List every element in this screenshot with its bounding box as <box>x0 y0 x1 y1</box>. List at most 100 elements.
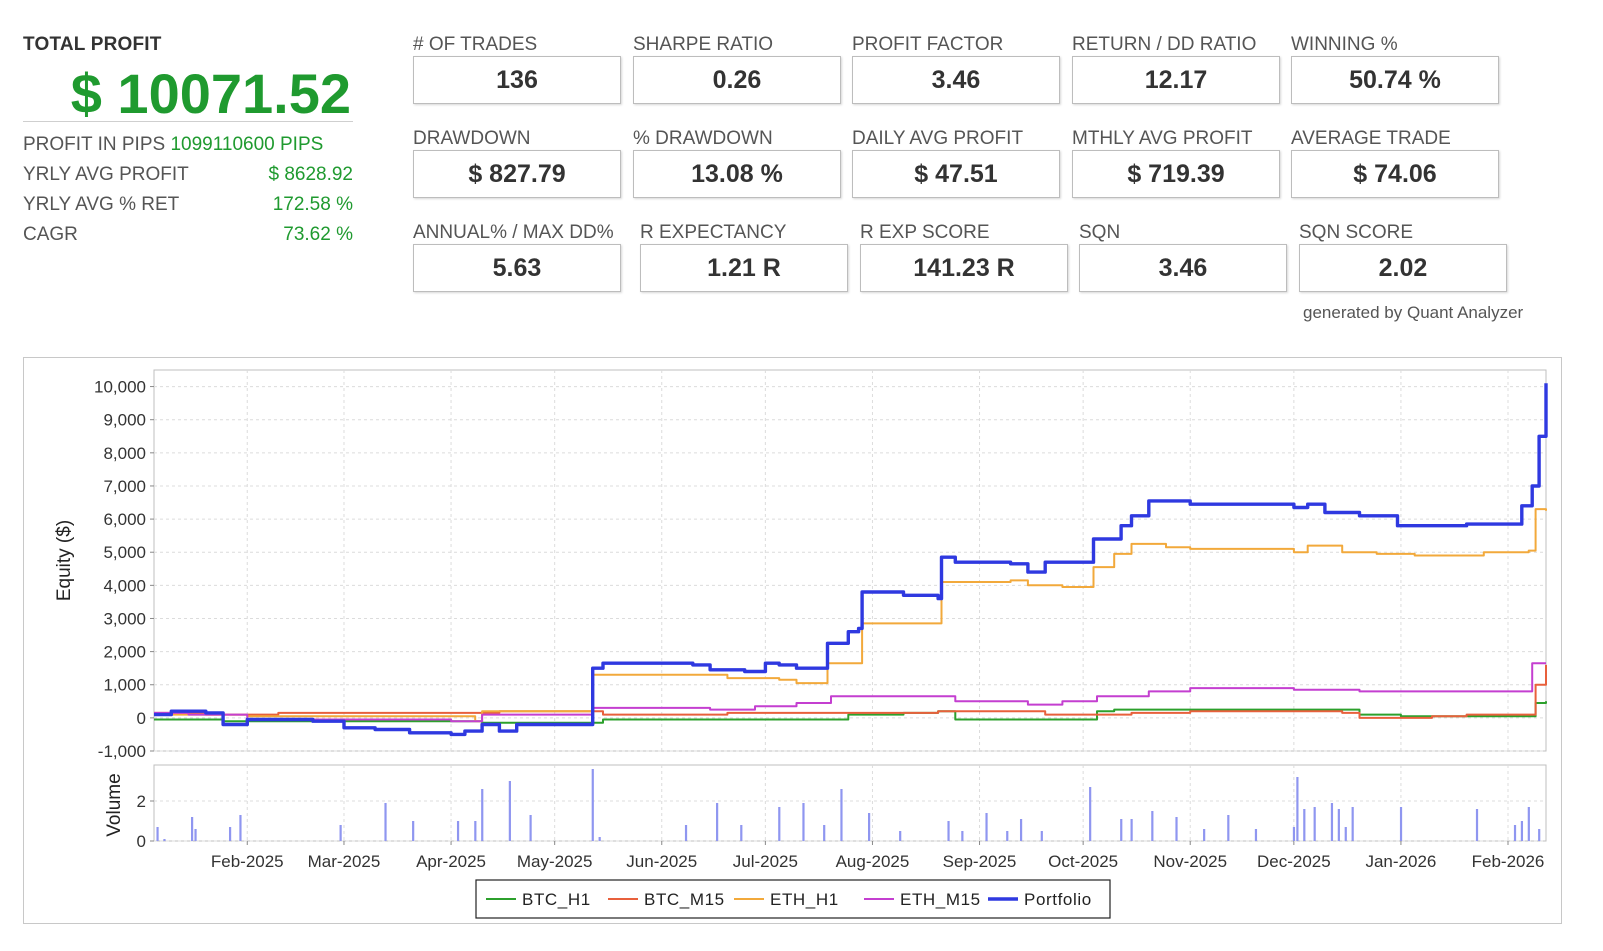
metric-value: 13.08 % <box>633 150 841 198</box>
volume-bar <box>412 821 415 841</box>
y-axis-label: Equity ($) <box>54 520 75 601</box>
volume-bar <box>1538 829 1541 841</box>
metric-drawdown: DRAWDOWN $ 827.79 <box>413 128 623 198</box>
volume-bar <box>1330 803 1334 841</box>
metric-label: SHARPE RATIO <box>633 34 774 55</box>
summary-panel: TOTAL PROFIT $ 10071.52 PROFIT IN PIPS 1… <box>23 34 353 245</box>
metric-label: WINNING % <box>1291 34 1398 55</box>
stat-label: YRLY AVG PROFIT <box>23 164 189 185</box>
metric-label: # OF TRADES <box>413 34 538 55</box>
volume-bar <box>1254 829 1258 841</box>
y-tick-label: 8,000 <box>103 444 146 463</box>
chart-legend: BTC_H1 BTC_M15 ETH_H1 ETH_M15 Portfolio <box>475 879 1111 919</box>
y-tick-label: 10,000 <box>94 378 146 397</box>
volume-bar <box>1203 829 1206 841</box>
volume-bar <box>384 803 387 841</box>
volume-bar <box>684 825 688 841</box>
legend-label: Portfolio <box>1024 890 1092 909</box>
x-tick-label: Oct-2025 <box>1048 852 1118 871</box>
volume-bar <box>1019 819 1023 841</box>
metric-value: 141.23 R <box>860 244 1068 292</box>
metric-label: RETURN / DD RATIO <box>1072 34 1257 55</box>
stat-label: YRLY AVG % RET <box>23 194 180 215</box>
metric-r-expectancy: R EXPECTANCY 1.21 R <box>640 222 850 292</box>
series-line-btc_m15 <box>154 664 1547 719</box>
equity-chart-panel: Feb-2025 Mar-2025 Apr-2025 May-2025 Jun-2025… <box>23 357 1562 924</box>
volume-bar <box>1006 831 1009 841</box>
volume-bar <box>1227 815 1230 841</box>
metric-label: ANNUAL% / MAX DD% <box>413 222 614 243</box>
volume-bar <box>778 807 781 841</box>
y-tick-label: -1,000 <box>98 742 146 761</box>
y-tick-label: 9,000 <box>103 411 146 430</box>
x-tick-label: Aug-2025 <box>836 852 910 871</box>
equity-chart: Feb-2025 Mar-2025 Apr-2025 May-2025 Jun-2025… <box>54 369 1548 919</box>
metric-value: 3.46 <box>852 56 1060 104</box>
metric-trades: # OF TRADES 136 <box>413 34 623 104</box>
metric-label: DAILY AVG PROFIT <box>852 128 1024 149</box>
volume-bar <box>867 813 871 841</box>
volume-bar <box>1513 825 1517 841</box>
metric-profit-factor: PROFIT FACTOR 3.46 <box>852 34 1062 104</box>
volume-bar <box>947 821 950 841</box>
metric-pct-drawdown: % DRAWDOWN 13.08 % <box>633 128 843 198</box>
volume-plot-area <box>153 764 1547 842</box>
metric-value: 5.63 <box>413 244 621 292</box>
metric-value: 136 <box>413 56 621 104</box>
volume-bar <box>163 839 166 841</box>
divider <box>23 121 353 122</box>
x-tick-label: Jul-2025 <box>733 852 798 871</box>
x-tick-label: Mar-2025 <box>308 852 381 871</box>
yrly-avg-profit-row: YRLY AVG PROFIT $ 8628.92 <box>23 164 353 186</box>
x-tick-label: Feb-2026 <box>1472 852 1545 871</box>
profit-in-pips-label: PROFIT IN PIPS <box>23 134 166 155</box>
generated-by-credit: generated by Quant Analyzer <box>1303 303 1524 322</box>
volume-tick-label: 0 <box>137 832 146 851</box>
legend-label: ETH_H1 <box>770 890 839 909</box>
metric-winning-pct: WINNING % 50.74 % <box>1291 34 1501 104</box>
metric-label: DRAWDOWN <box>413 128 531 149</box>
x-tick-label: Jun-2025 <box>626 852 697 871</box>
total-profit-value: $ 10071.52 <box>70 62 351 125</box>
y-tick-label: 6,000 <box>103 510 146 529</box>
metric-label: PROFIT FACTOR <box>852 34 1004 55</box>
volume-bar <box>1313 807 1316 841</box>
series-line-eth_m15 <box>154 662 1546 723</box>
x-tick-label: May-2025 <box>517 852 593 871</box>
x-tick-label: Dec-2025 <box>1257 852 1331 871</box>
metric-label: % DRAWDOWN <box>633 128 773 149</box>
main-plot-area <box>153 369 1547 752</box>
stat-label: CAGR <box>23 224 78 245</box>
volume-bar <box>239 815 242 841</box>
volume-bar <box>228 827 232 841</box>
yrly-avg-ret-row: YRLY AVG % RET 172.58 % <box>23 194 353 216</box>
legend-label: BTC_M15 <box>644 890 725 909</box>
volume-axis-label: Volume <box>104 773 125 836</box>
metric-value: 1.21 R <box>640 244 848 292</box>
volume-bar <box>1175 817 1178 841</box>
volume-bar <box>985 813 988 841</box>
volume-bar <box>740 825 743 841</box>
profit-in-pips-value: 1099110600 PIPS <box>170 134 324 155</box>
volume-bar <box>474 821 477 841</box>
metric-value: 3.46 <box>1079 244 1287 292</box>
volume-tick-label: 2 <box>137 792 146 811</box>
metric-value: 2.02 <box>1299 244 1507 292</box>
metric-label: R EXPECTANCY <box>640 222 787 243</box>
y-tick-label: 4,000 <box>103 576 146 595</box>
profit-in-pips-row: PROFIT IN PIPS 1099110600 PIPS <box>23 134 323 156</box>
volume-bar <box>1475 809 1479 841</box>
volume-bar <box>823 825 826 841</box>
volume-bar <box>194 829 197 841</box>
volume-bar <box>1130 819 1133 841</box>
metric-value: $ 74.06 <box>1291 150 1499 198</box>
metric-value: 0.26 <box>633 56 841 104</box>
volume-bar <box>1303 809 1306 841</box>
total-profit-label: TOTAL PROFIT <box>23 34 162 55</box>
metric-label: SQN SCORE <box>1299 222 1414 243</box>
volume-bar <box>1296 777 1299 841</box>
volume-bar <box>456 821 460 841</box>
volume-bar <box>1040 831 1043 841</box>
volume-bar <box>1520 821 1524 841</box>
volume-bar <box>339 825 342 841</box>
